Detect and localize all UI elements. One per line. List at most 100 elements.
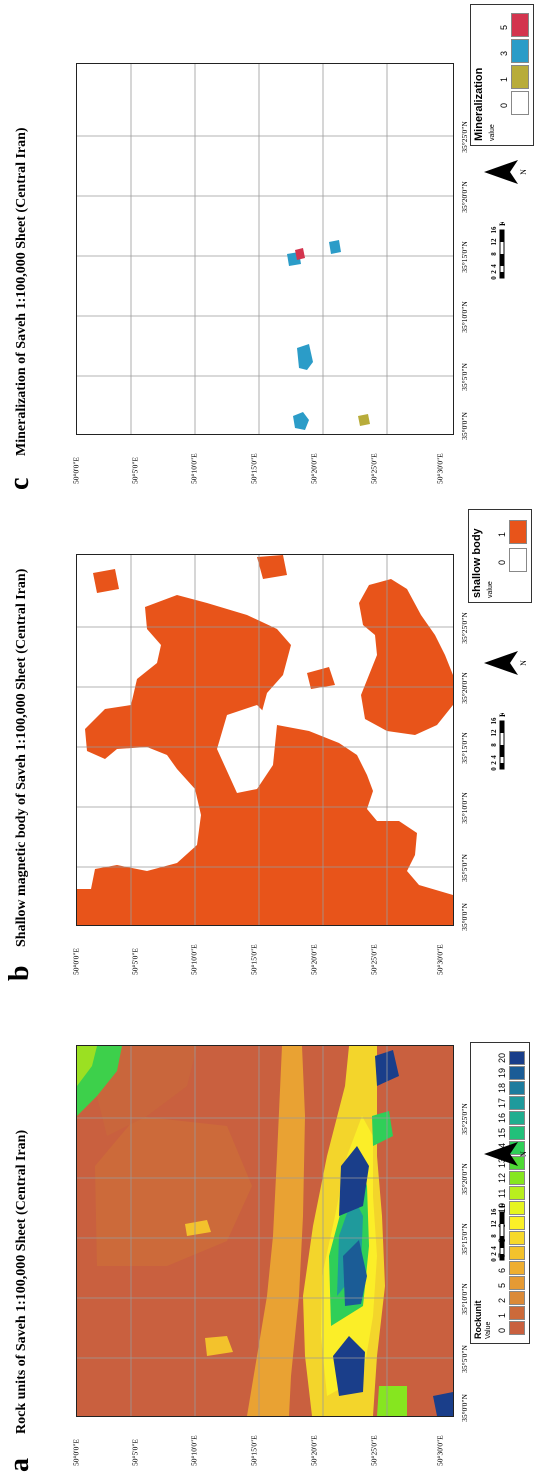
map-frame: [76, 1045, 454, 1417]
legend-swatch: [509, 1066, 525, 1080]
panel-title: Mineralization of Saveh 1:100,000 Sheet …: [14, 127, 29, 456]
legend-subtitle: Value: [485, 1321, 492, 1339]
legend-swatch: [509, 548, 527, 572]
scale-bar-segment: [500, 254, 504, 266]
map-frame: [76, 554, 454, 926]
rockunit-20-area-4: [433, 1392, 453, 1416]
scale-tick-label: 8: [490, 743, 498, 747]
north-arrow: N: [484, 160, 528, 184]
lon-label-1: 50°5'0"E: [130, 1439, 140, 1466]
lon-label-0: 50°0'0"E: [71, 1439, 81, 1466]
lat-label-0: 35°0'0"N: [460, 1394, 469, 1422]
scale-tick-label: 16: [490, 226, 498, 234]
legend-value: 20: [497, 1052, 507, 1063]
legend-swatch: [509, 1111, 525, 1125]
panel-label: c: [4, 477, 35, 490]
shallow-body-east: [359, 579, 453, 735]
legend-value: 3: [499, 50, 509, 56]
legend-swatch: [509, 1186, 525, 1200]
legend-value: 18: [497, 1082, 507, 1093]
graticule: [77, 64, 453, 434]
graticule: [77, 555, 453, 925]
legend-value: 0: [497, 559, 507, 565]
lon-label-5: 50°25'0"E: [369, 453, 379, 484]
mineral-site-3: [293, 412, 309, 430]
scale-tick-label: 12: [490, 238, 498, 246]
shallow-body-edge: [257, 555, 287, 579]
lat-label-4: 35°20'0"N: [460, 1163, 469, 1195]
rockunit-6-area: [247, 1046, 305, 1416]
scale-tick-label: 4: [490, 1246, 498, 1250]
legend-value: 17: [497, 1097, 507, 1108]
lon-label-2: 50°10'0"E: [189, 453, 199, 484]
scale-tick-label: 2: [490, 270, 498, 274]
panel-title: Shallow magnetic body of Saveh 1:100,000…: [14, 568, 29, 947]
rockunit-20-area-2: [339, 1146, 369, 1216]
legend-swatch: [511, 65, 529, 89]
rockunit-map: [77, 1046, 453, 1416]
lat-label-2: 35°10'0"N: [460, 301, 469, 333]
legend-value: 1: [497, 531, 507, 537]
scale-tick-label: 16: [490, 1208, 498, 1216]
lat-label-3: 35°15'0"N: [460, 1223, 469, 1255]
legend-title: Rockunit: [473, 1300, 483, 1339]
legend-swatch: [511, 91, 529, 115]
scale-bar-segment: [500, 721, 504, 733]
north-label: N: [519, 169, 528, 175]
legend-swatch: [509, 1306, 525, 1320]
rockunit-11-area: [77, 1046, 97, 1086]
lat-label-2: 35°10'0"N: [460, 1283, 469, 1315]
legend-swatch: [509, 1321, 525, 1335]
lat-label-4: 35°20'0"N: [460, 672, 469, 704]
lat-label-0: 35°0'0"N: [460, 903, 469, 931]
scale-tick-label: 4: [490, 755, 498, 759]
lat-label-0: 35°0'0"N: [460, 412, 469, 440]
lon-label-2: 50°10'0"E: [189, 1435, 199, 1466]
mineral-site-1: [358, 414, 370, 426]
panel-b: b Shallow magnetic body of Saveh 1:100,0…: [0, 492, 537, 983]
scale-bar: 0 2 4 8 12 16Km: [490, 1204, 507, 1262]
lat-label-5: 35°25'0"N: [460, 612, 469, 644]
lat-label-3: 35°15'0"N: [460, 241, 469, 273]
legend: shallow body value 0 1: [468, 509, 532, 603]
scale-unit: Km: [498, 222, 507, 226]
legend-value: 19: [497, 1067, 507, 1078]
graticule: [77, 1046, 453, 1416]
rockunit-20-area-1: [333, 1336, 365, 1396]
lon-label-4: 50°20'0"E: [309, 1435, 319, 1466]
north-arrow-icon: [484, 651, 518, 675]
legend-swatch: [509, 1081, 525, 1095]
north-arrow-icon: [484, 160, 518, 184]
north-label: N: [519, 660, 528, 666]
lat-label-1: 35°5'0"N: [460, 854, 469, 882]
lon-label-3: 50°15'0"E: [249, 453, 259, 484]
rockunit-14-area-2: [372, 1111, 393, 1146]
lat-label-3: 35°15'0"N: [460, 732, 469, 764]
legend-value: 6: [497, 1267, 507, 1273]
scale-tick-label: 0: [490, 1258, 498, 1262]
legend-value: 2: [497, 1297, 507, 1303]
scale-unit: Km: [498, 1204, 507, 1208]
scale-tick-label: 2: [490, 761, 498, 765]
north-arrow-icon: [484, 1142, 518, 1166]
legend-value: 11: [497, 1188, 507, 1198]
legend-value: 16: [497, 1112, 507, 1123]
scale-tick-label: 12: [490, 729, 498, 737]
lon-label-6: 50°30'0"E: [435, 944, 445, 975]
legend-subtitle: value: [489, 124, 496, 141]
scale-bar-segment: [500, 230, 504, 242]
scale-bar-segment: [500, 745, 504, 757]
panel-a: a Rock units of Saveh 1:100,000 Sheet (C…: [0, 983, 537, 1474]
panel-c: c Mineralization of Saveh 1:100,000 Shee…: [0, 1, 537, 492]
legend-subtitle: value: [487, 581, 494, 598]
scale-tick-label: 4: [490, 264, 498, 268]
legend-swatch: [509, 1291, 525, 1305]
lon-label-2: 50°10'0"E: [189, 944, 199, 975]
shallow-body-small: [307, 667, 335, 689]
lat-label-4: 35°20'0"N: [460, 181, 469, 213]
legend-swatch: [511, 13, 529, 37]
panel-title: Rock units of Saveh 1:100,000 Sheet (Cen…: [14, 1129, 29, 1434]
lon-label-4: 50°20'0"E: [309, 453, 319, 484]
rockunit-7-area-2: [185, 1220, 211, 1236]
